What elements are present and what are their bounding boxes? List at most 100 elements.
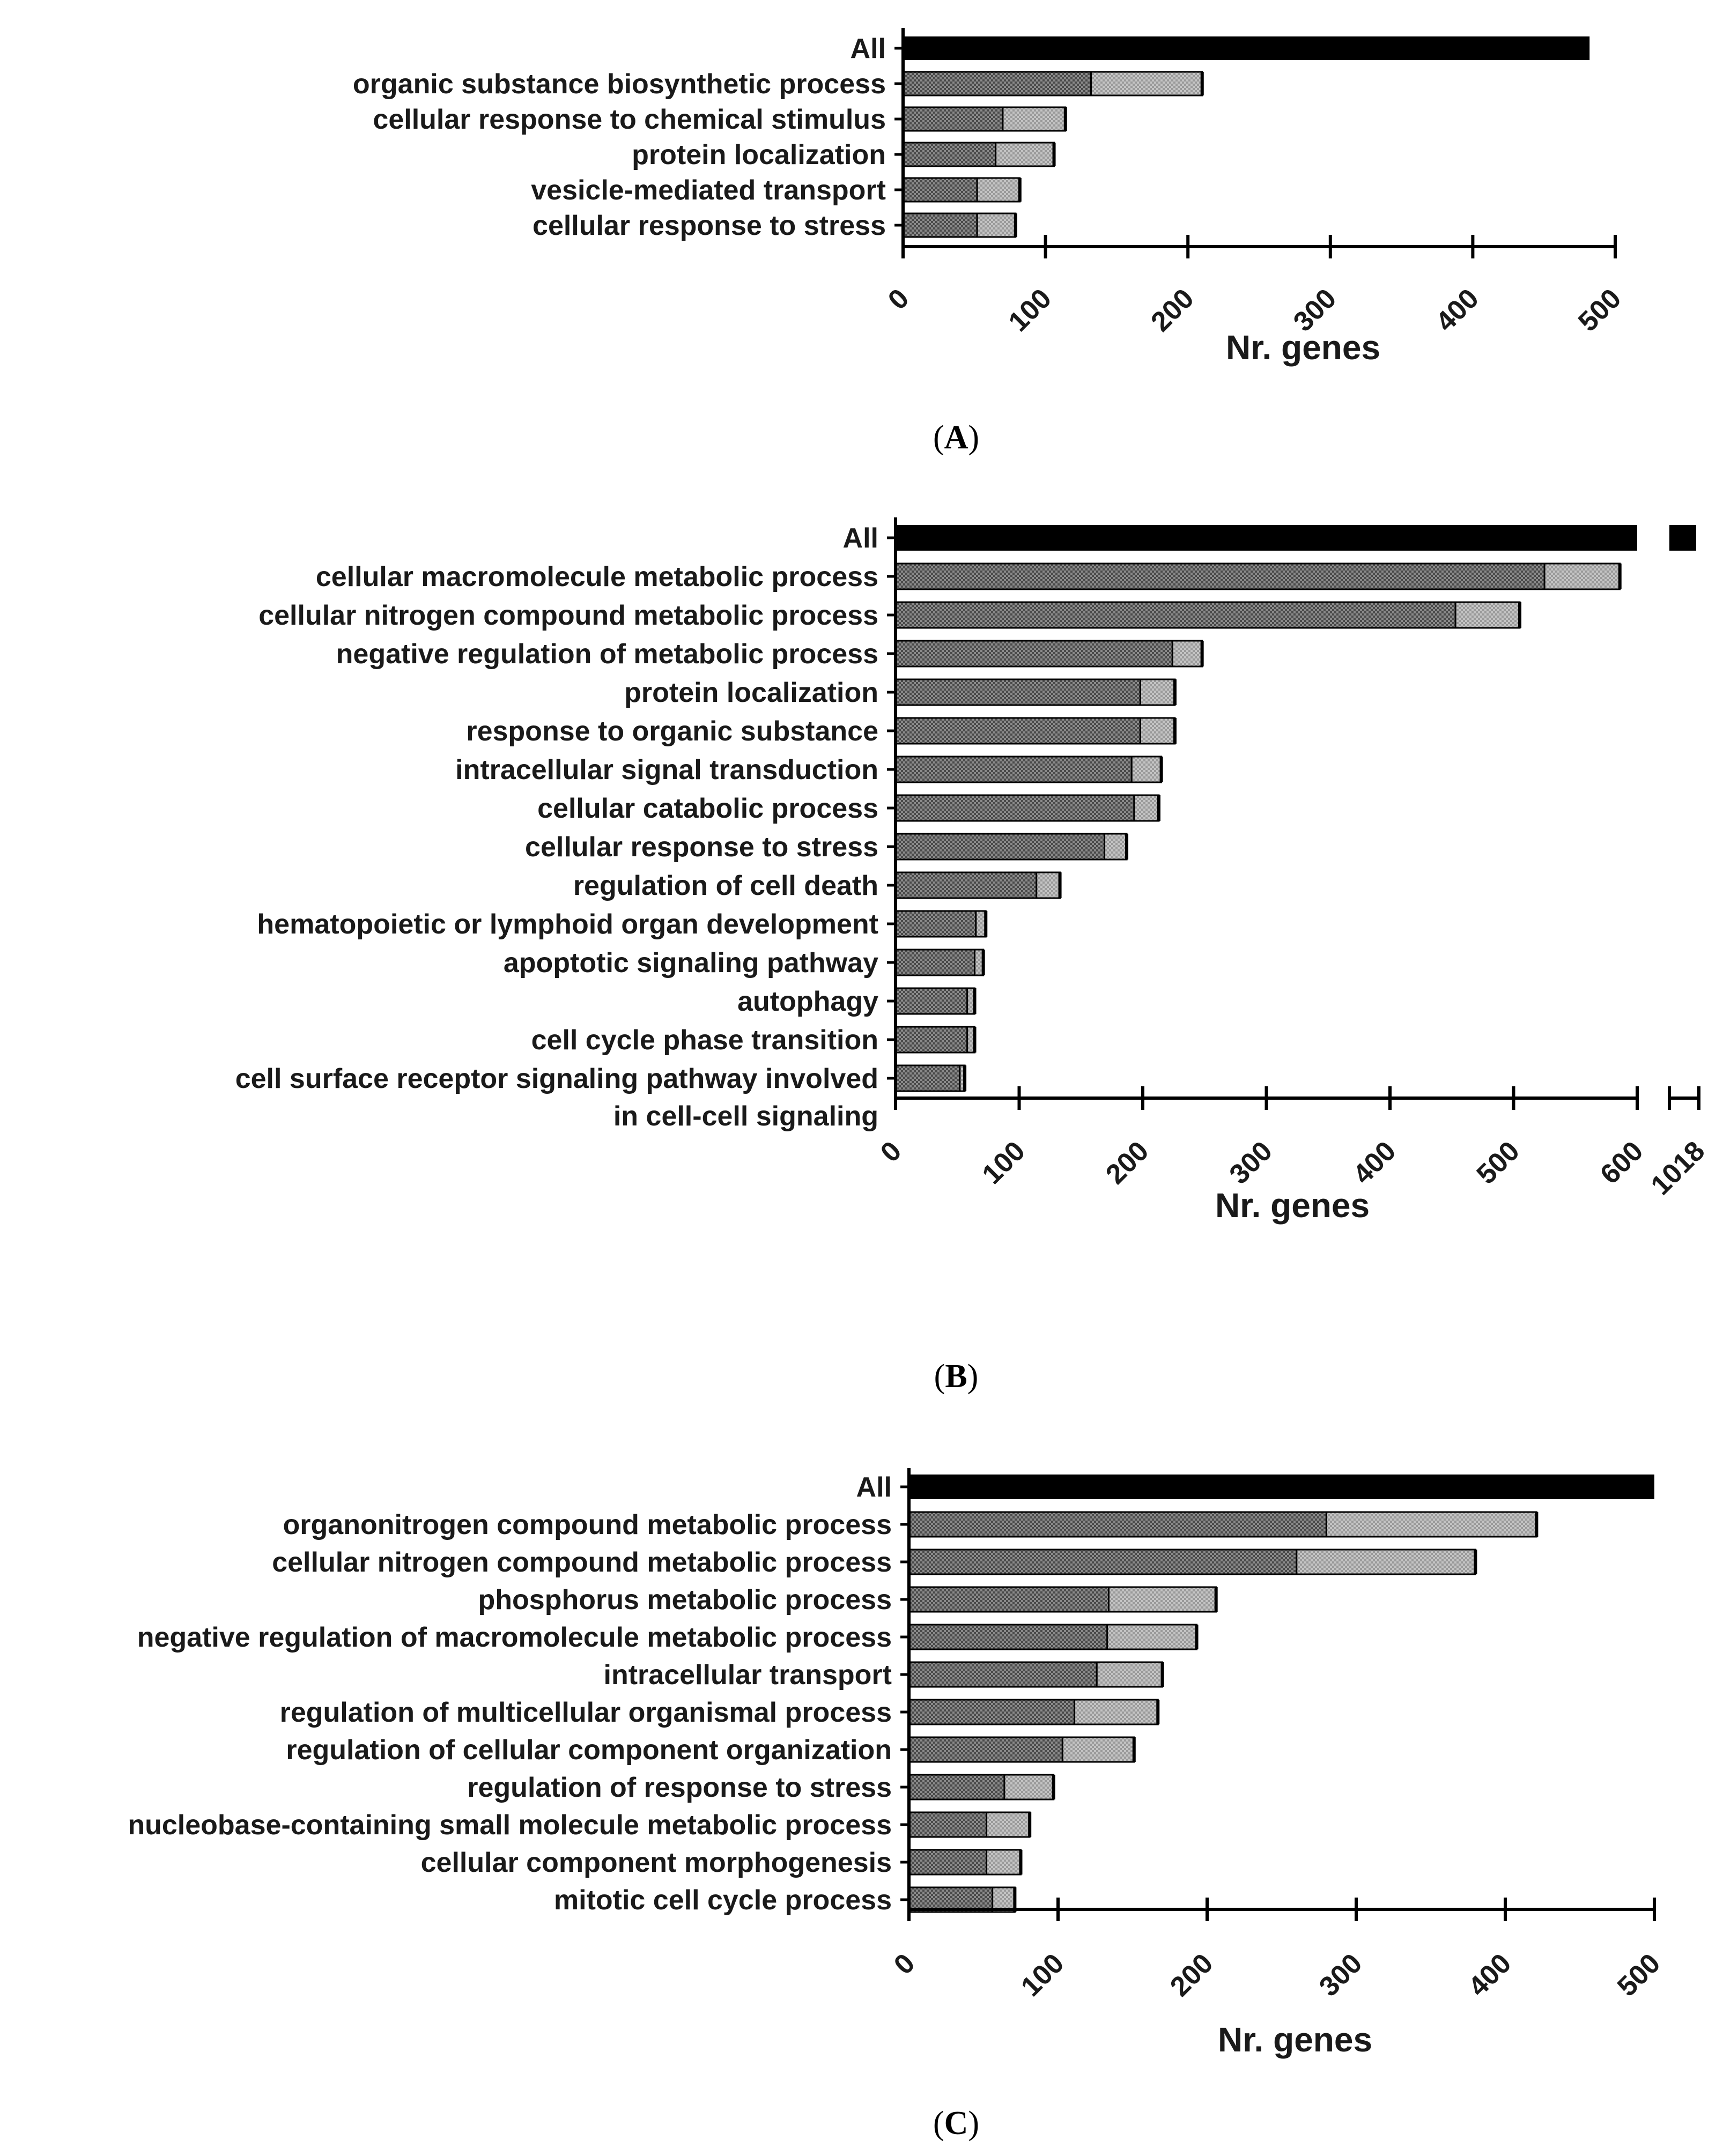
x-tick-label: 200 — [1164, 1947, 1219, 2002]
bar-dark-segment — [894, 678, 1141, 706]
bar-dark-segment — [894, 1064, 961, 1092]
bar-dark-segment — [908, 1661, 1098, 1688]
bar-dark-segment — [894, 794, 1135, 822]
bar-light-segment — [1002, 106, 1067, 132]
x-tick-label: 100 — [977, 1135, 1031, 1190]
category-label: All — [856, 1472, 892, 1503]
x-tick-label: 1018 — [1645, 1135, 1711, 1201]
bar-light-segment — [1139, 678, 1176, 706]
category-label: cellular component morphogenesis — [421, 1847, 892, 1878]
bar-light-segment — [1543, 562, 1621, 590]
bar-dark-segment — [908, 1586, 1110, 1613]
bar-dark-segment — [902, 71, 1092, 97]
category-label: hematopoietic or lymphoid organ developm… — [257, 909, 878, 940]
bar-dark-segment — [908, 1624, 1108, 1650]
x-tick-label: 300 — [1224, 1135, 1278, 1190]
category-label: autophagy — [737, 986, 878, 1017]
bar-dark-segment — [894, 640, 1173, 668]
bar-light-segment — [1003, 1774, 1055, 1801]
x-tick-label: 0 — [875, 1135, 907, 1168]
bar-dark-segment — [894, 717, 1141, 745]
bar-dark-segment — [894, 1026, 968, 1054]
bar-dark-segment — [894, 910, 977, 938]
bar-dark-segment — [908, 1736, 1063, 1763]
chart-panel-b: All cellular macromolecule metabolic proc… — [235, 517, 1711, 1225]
bar-dark-segment — [902, 106, 1004, 132]
bar-all — [909, 1475, 1654, 1499]
category-label: phosphorus metabolic process — [478, 1584, 892, 1616]
x-tick-label: 200 — [1145, 283, 1200, 337]
bar-light-segment — [1074, 1699, 1159, 1725]
category-label: organic substance biosynthetic process — [353, 69, 886, 100]
category-label: apoptotic signaling pathway — [504, 947, 878, 979]
bar-dark-segment — [894, 871, 1038, 899]
bar-light-segment — [1296, 1549, 1476, 1575]
bar-light-segment — [1171, 640, 1203, 668]
bar-all — [903, 36, 1590, 60]
category-label: cellular nitrogen compound metabolic pro… — [272, 1547, 892, 1578]
x-tick-label: 0 — [882, 283, 915, 315]
category-label: cellular catabolic process — [537, 793, 878, 824]
bar-dark-segment — [908, 1511, 1327, 1538]
bar-light-segment — [976, 212, 1017, 238]
bar-light-segment — [1325, 1511, 1537, 1538]
bar-dark-segment — [908, 1699, 1076, 1725]
bar-dark-segment — [908, 1811, 988, 1838]
category-label: negative regulation of metabolic process — [336, 639, 878, 670]
category-label: regulation of multicellular organismal p… — [280, 1697, 892, 1728]
bar-dark-segment — [894, 949, 976, 976]
bar-all-break-segment — [1669, 525, 1696, 551]
x-tick-label: 400 — [1347, 1135, 1402, 1190]
bar-light-segment — [1036, 871, 1061, 899]
category-label: vesicle-mediated transport — [531, 175, 886, 206]
category-label: negative regulation of macromolecule met… — [137, 1622, 892, 1653]
bar-all — [896, 525, 1637, 551]
category-label: protein localization — [624, 677, 878, 708]
bar-dark-segment — [894, 601, 1456, 629]
bar-light-segment — [1106, 1624, 1198, 1650]
category-label: regulation of cellular component organiz… — [286, 1735, 892, 1766]
x-axis-label: Nr. genes — [1215, 1186, 1370, 1225]
category-label: protein localization — [632, 139, 886, 171]
x-tick-label: 500 — [1471, 1135, 1526, 1190]
x-tick-label: 0 — [888, 1947, 921, 1980]
category-label: cell surface receptor signaling pathway … — [235, 1063, 878, 1094]
x-tick-label: 600 — [1594, 1135, 1649, 1190]
bar-dark-segment — [908, 1774, 1005, 1801]
bar-dark-segment — [908, 1549, 1298, 1575]
category-label: nucleobase-containing small molecule met… — [128, 1810, 892, 1841]
category-label: All — [851, 33, 886, 64]
category-label: cellular response to stress — [525, 832, 878, 863]
category-label: regulation of cell death — [573, 870, 878, 901]
category-label: response to organic substance — [466, 716, 878, 747]
bar-light-segment — [976, 177, 1021, 203]
x-tick-label: 500 — [1572, 283, 1627, 337]
category-label: cell cycle phase transition — [531, 1025, 878, 1056]
bar-light-segment — [1096, 1661, 1164, 1688]
category-label: cellular nitrogen compound metabolic pro… — [258, 600, 878, 631]
chart-panel-a: All organic substance biosynthetic proces… — [353, 28, 1627, 367]
bar-dark-segment — [894, 833, 1106, 861]
category-label: regulation of response to stress — [467, 1772, 892, 1803]
category-label: intracellular transport — [604, 1659, 892, 1691]
x-tick-label: 200 — [1100, 1135, 1155, 1190]
bar-light-segment — [1061, 1736, 1135, 1763]
x-tick-label: 300 — [1313, 1947, 1368, 2002]
panel-label-a: (A) — [933, 419, 979, 456]
bar-dark-segment — [894, 562, 1545, 590]
x-tick-label: 500 — [1611, 1947, 1666, 2002]
x-tick-label: 400 — [1462, 1947, 1517, 2002]
panel-label-c: (C) — [933, 2105, 979, 2142]
bar-dark-segment — [908, 1849, 988, 1876]
category-label-cont: in cell-cell signaling — [613, 1101, 878, 1132]
bar-light-segment — [1454, 601, 1521, 629]
x-axis-label: Nr. genes — [1226, 328, 1380, 367]
x-axis-label: Nr. genes — [1218, 2020, 1372, 2059]
chart-panel-c: All organonitrogen compound metabolic pro… — [128, 1468, 1666, 2059]
x-tick-label: 100 — [1015, 1947, 1070, 2002]
x-tick-label: 100 — [1003, 283, 1058, 337]
bar-light-segment — [1130, 755, 1163, 783]
category-label: cellular response to chemical stimulus — [373, 104, 886, 135]
bar-dark-segment — [894, 987, 968, 1015]
